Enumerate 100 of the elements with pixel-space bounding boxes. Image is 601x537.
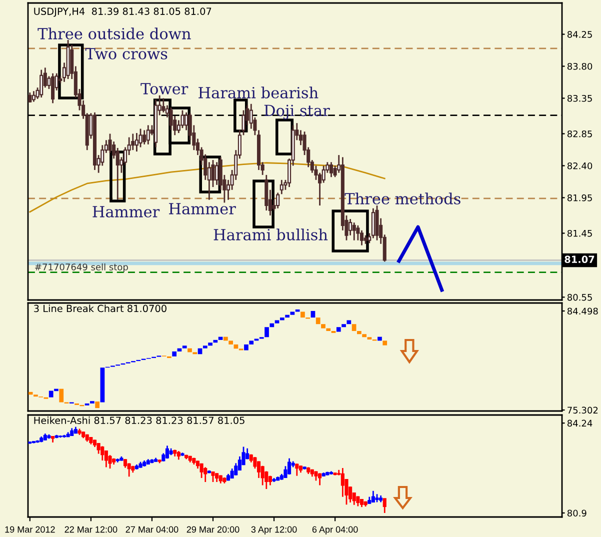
candlestick [162,98,166,114]
bar [362,334,366,338]
bar [95,402,100,408]
bar [326,328,331,331]
annotation: Hammer [169,203,236,214]
annotation: Two crows [85,48,168,60]
candlestick [146,124,150,146]
bar [357,330,362,334]
bar [321,324,326,328]
bar [188,348,192,352]
candlestick [356,224,360,242]
candlestick [234,462,238,476]
annotation: Three outside down [38,28,191,40]
bar [100,368,105,402]
candlestick [165,444,169,460]
ref-line-label: 81.07 [564,256,594,264]
candlestick [215,161,219,186]
annotation: Hammer [92,206,160,218]
candlestick [238,456,242,472]
bar [59,388,64,402]
candlestick [142,129,146,146]
candlestick [138,128,142,148]
bar [290,312,295,315]
candlestick [104,450,108,468]
bar [213,340,218,343]
band-label: #71707649 sell stop [35,263,128,272]
candlestick [371,490,375,504]
candlestick [100,446,104,462]
y-tick-label: 82.40 [567,162,592,170]
bar [264,327,269,338]
x-tick-label: 3 Apr 12:00 [251,526,297,534]
candlestick [288,458,292,476]
bar [280,318,284,320]
x-tick-label: 22 Mar 12:00 [64,526,118,533]
y-tick-label: 84.24 [567,420,592,427]
bar [346,320,352,324]
bar [244,344,248,350]
y-tick-label: 83.35 [567,94,592,102]
bar [54,388,58,392]
annotation: Harami bullish [214,228,328,240]
chart-title: Heiken-Ashi 81.57 81.23 81.23 81.57 81.05 [34,416,244,424]
y-tick-label: 80.55 [567,294,592,301]
candlestick [40,69,44,98]
chart-title: USDJPY,H4 81.39 81.43 81.05 81.07 [34,8,212,17]
y-tick-label: 75.302 [568,406,598,414]
candlestick [169,106,173,131]
candlestick [28,92,32,104]
candlestick [352,222,356,242]
bar [316,318,320,324]
bar [249,340,254,344]
candlestick [211,470,215,483]
candlestick [256,460,261,479]
annotation: Harami bearish [198,86,318,98]
bar [352,324,356,331]
candlestick [180,110,184,129]
x-tick-label: 29 Mar 20:00 [186,526,240,533]
chart-title: 3 Line Break Chart 81.0700 [34,304,166,312]
bar [285,314,290,318]
bar [382,340,388,346]
candlestick [131,133,135,151]
x-tick-label: 19 Mar 2012 [5,526,55,533]
candlestick [371,208,375,239]
candlestick [51,72,55,104]
candlestick [127,462,131,478]
y-tick-label: 82.85 [567,130,592,138]
bar [48,390,54,398]
bar [270,323,274,328]
y-tick-label: 80.9 [567,510,586,517]
candlestick [329,161,334,178]
bar [208,342,212,346]
bar [378,336,382,341]
y-tick-label: 84.25 [567,30,592,38]
candlestick [204,466,208,483]
candlestick [318,472,322,486]
candlestick [260,465,264,486]
x-tick-label: 6 Apr 04:00 [312,526,358,534]
bar [202,346,208,348]
bar [224,336,228,341]
candlestick [108,454,112,470]
bar [300,312,305,318]
candlestick [32,90,36,102]
candlestick [134,132,138,152]
candlestick [348,218,352,236]
bar [342,324,346,328]
x-tick-label: 27 Mar 04:00 [126,526,178,533]
bar [228,340,233,344]
candlestick [200,462,204,479]
bar [172,351,177,356]
candlestick [382,498,386,514]
bar [336,327,341,332]
y-tick-label: 81.95 [567,194,592,202]
candlestick [360,230,364,246]
y-tick-label: 84.498 [567,308,598,315]
annotation: Tower [140,83,188,94]
candlestick [295,463,299,477]
y-tick-label: 83.80 [567,62,592,70]
candlestick [314,470,318,482]
candlestick [340,467,344,498]
y-tick-label: 81.45 [567,230,592,237]
candlestick [280,179,284,195]
